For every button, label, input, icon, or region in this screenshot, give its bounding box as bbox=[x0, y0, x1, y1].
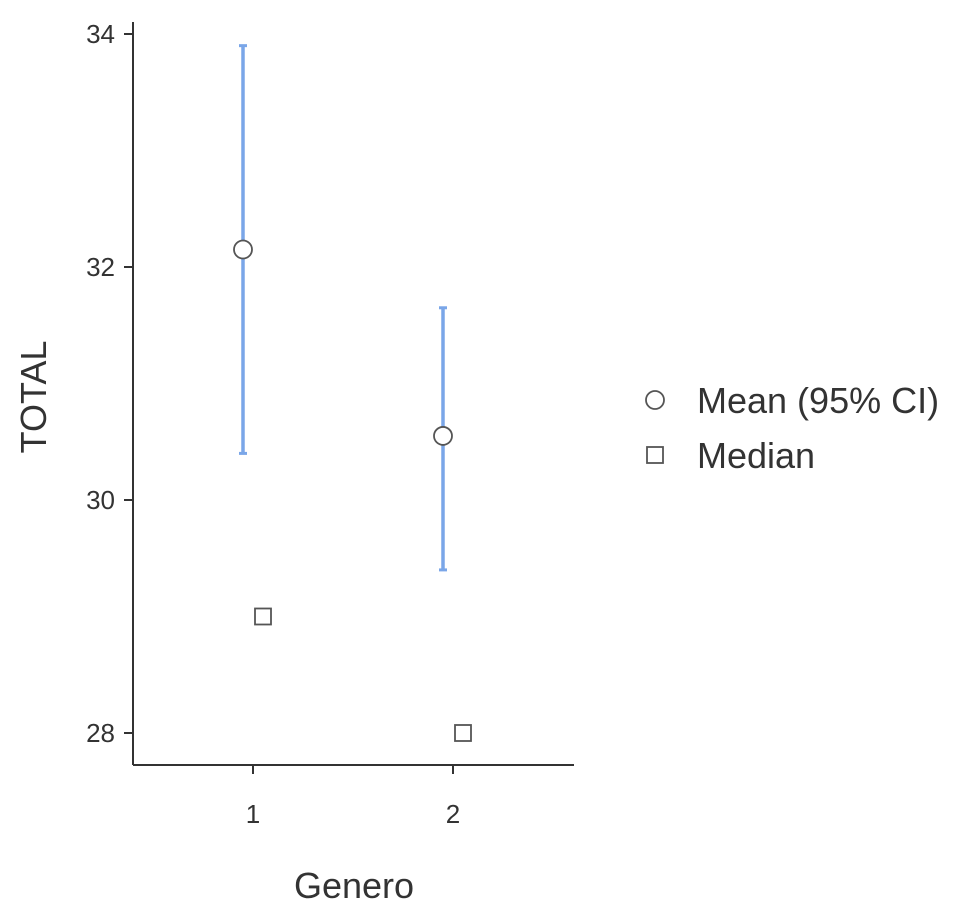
mean-point-1 bbox=[233, 239, 253, 260]
x-axis-title: Genero bbox=[294, 865, 414, 906]
legend-median-label: Median bbox=[697, 435, 815, 476]
y-axis-title: TOTAL bbox=[13, 341, 54, 454]
median-point-1 bbox=[254, 607, 272, 626]
median-point-2 bbox=[454, 724, 472, 742]
legend: Mean (95% CI) Median bbox=[645, 380, 939, 476]
y-tick-label-34: 34 bbox=[86, 19, 115, 49]
x-tick-label-1: 1 bbox=[246, 799, 260, 829]
legend-mean-marker bbox=[645, 390, 665, 410]
y-tick-label-28: 28 bbox=[86, 718, 115, 748]
y-tick-label-32: 32 bbox=[86, 252, 115, 282]
chart-marks bbox=[233, 44, 472, 742]
y-tick-label-30: 30 bbox=[86, 485, 115, 515]
axes: 28 30 32 34 1 2 bbox=[86, 19, 574, 829]
x-tick-label-2: 2 bbox=[446, 799, 460, 829]
mean-point-2 bbox=[433, 426, 453, 446]
legend-mean-label: Mean (95% CI) bbox=[697, 380, 939, 421]
legend-median-marker bbox=[646, 446, 664, 464]
